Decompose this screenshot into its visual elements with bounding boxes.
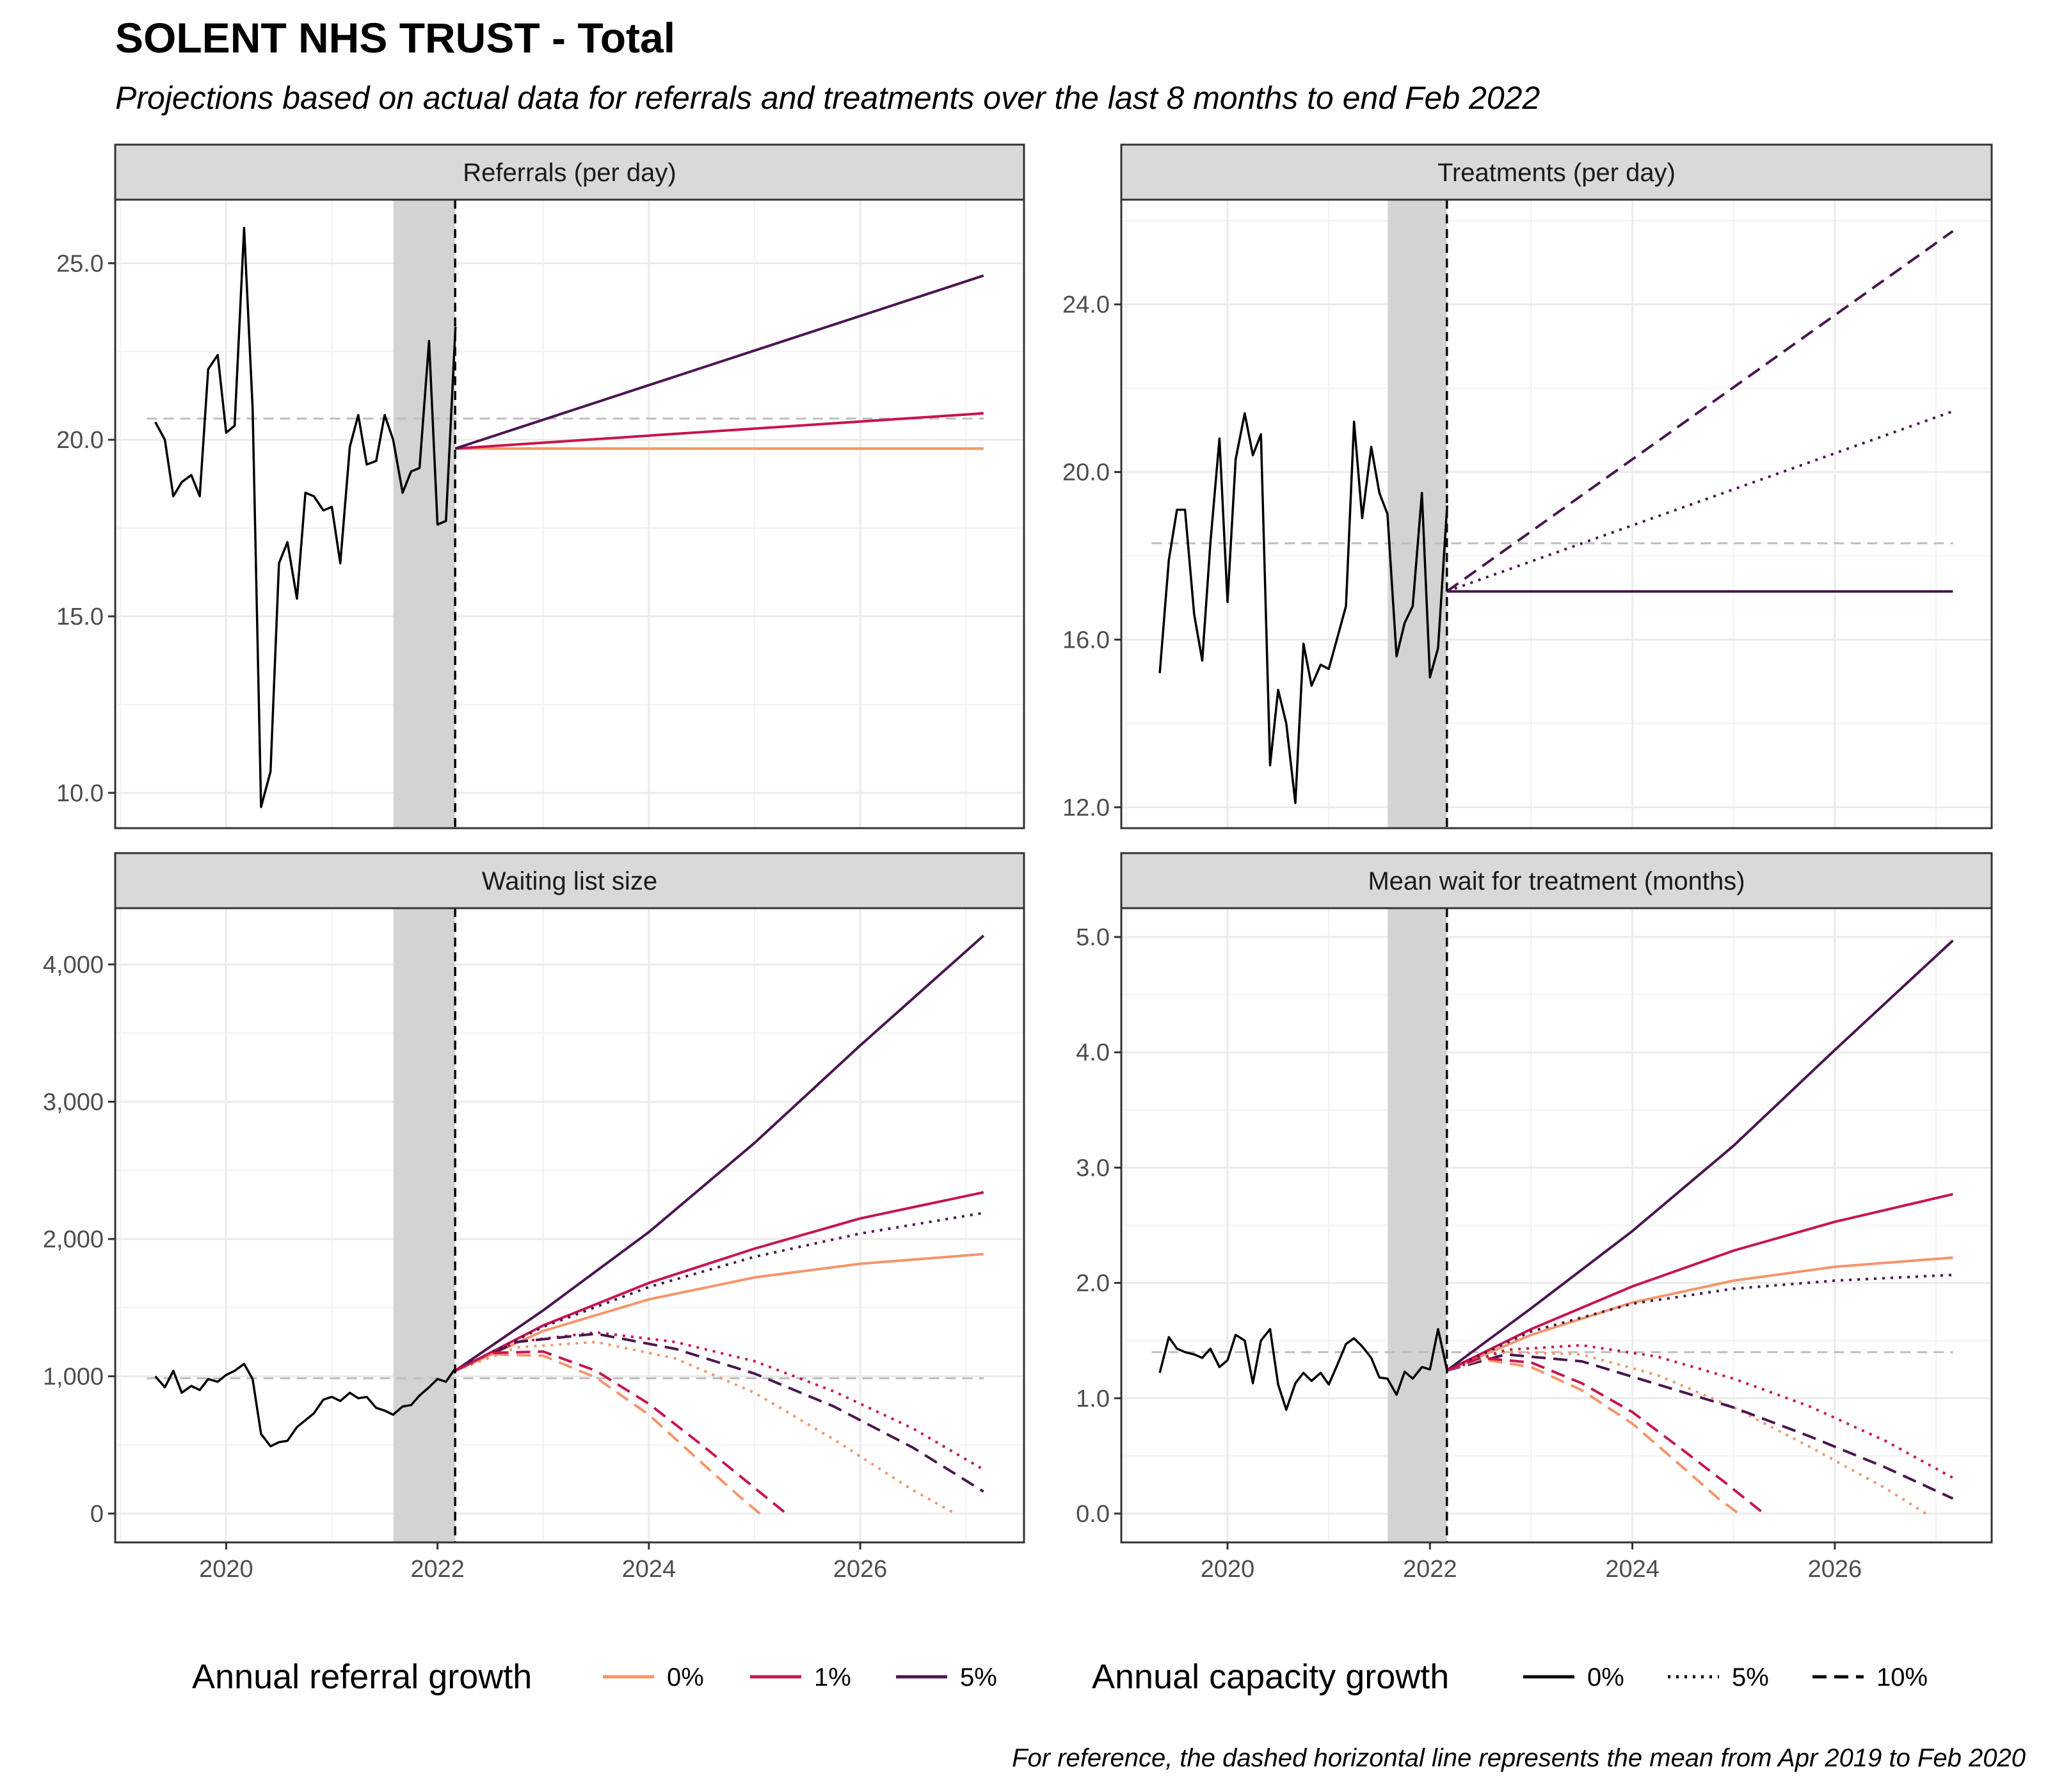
projection-series-line xyxy=(454,1191,984,1372)
legend: Annual referral growth 0% 1% 5% Annual capac… xyxy=(192,1658,1928,1696)
chart-caption: For reference, the dashed horizontal lin… xyxy=(1012,1744,2026,1772)
minor-grid xyxy=(1121,908,1992,1542)
plot-area xyxy=(115,908,1024,1542)
y-tick-label: 3,000 xyxy=(43,1089,104,1116)
facet-strip xyxy=(1120,143,1993,201)
legend-label-referral: 1% xyxy=(814,1663,851,1692)
minor-grid xyxy=(115,200,1024,828)
projection-series-line xyxy=(454,1212,984,1372)
legend-title-capacity: Annual capacity growth xyxy=(1092,1658,1449,1696)
projection-series-line xyxy=(454,1331,984,1471)
x-tick-label: 2026 xyxy=(1808,1556,1862,1583)
y-tick-label: 1,000 xyxy=(43,1363,104,1390)
projection-series-line xyxy=(1446,940,1954,1372)
y-tick-label: 24.0 xyxy=(1062,292,1110,319)
y-tick-label: 0.0 xyxy=(1076,1501,1110,1528)
projection-series-line xyxy=(454,1340,956,1515)
projection-series-line xyxy=(1446,1356,1765,1515)
panel-2: Treatments (per day) 12.0 16.0 20.0 24.0 xyxy=(1062,143,1993,829)
panel-4: Mean wait for treatment (months) 0.0 1.0 2.… xyxy=(1076,852,1993,1583)
actual-series-line xyxy=(1158,412,1448,804)
y-tick-label: 1.0 xyxy=(1076,1386,1110,1412)
x-tick-label: 2024 xyxy=(1605,1556,1660,1583)
y-tick-label: 4,000 xyxy=(43,952,104,979)
x-tick-label: 2024 xyxy=(622,1556,676,1583)
projection-series-line xyxy=(454,934,985,1372)
actual-series-line xyxy=(154,227,457,808)
x-tick-label: 2020 xyxy=(199,1556,253,1583)
x-tick-label: 2020 xyxy=(1201,1556,1255,1583)
plot-content xyxy=(1151,200,1954,828)
projection-series-line xyxy=(1446,1357,1740,1515)
x-tick-label: 2022 xyxy=(1403,1556,1457,1583)
legend-label-capacity: 5% xyxy=(1732,1663,1769,1692)
y-tick-label: 12.0 xyxy=(1062,794,1110,821)
plot-content xyxy=(147,200,984,828)
facet-title: Waiting list size xyxy=(482,867,657,895)
facet-title: Treatments (per day) xyxy=(1437,159,1676,187)
legend-label-referral: 0% xyxy=(667,1663,704,1692)
projection-series-line xyxy=(1446,230,1954,593)
plot-area xyxy=(115,200,1024,828)
projection-series-line xyxy=(454,1252,984,1372)
projection-series-line xyxy=(1446,410,1954,593)
panel-3: Waiting list size 0 1,000 2,000 3,000 4,000 20… xyxy=(43,852,1025,1583)
y-tick-label: 15.0 xyxy=(56,604,104,630)
legend-label-referral: 5% xyxy=(960,1663,997,1692)
shaded-period xyxy=(393,200,456,828)
legend-label-capacity: 10% xyxy=(1876,1663,1928,1692)
x-tick-label: 2026 xyxy=(833,1556,888,1583)
projection-series-line xyxy=(1446,1343,1954,1479)
y-tick-label: 2,000 xyxy=(43,1226,104,1253)
y-tick-label: 0 xyxy=(90,1501,104,1528)
legend-title-referral: Annual referral growth xyxy=(192,1658,532,1696)
facet-title: Referrals (per day) xyxy=(463,159,676,187)
panel-border xyxy=(114,907,1025,1544)
actual-series-line xyxy=(1158,1327,1448,1411)
facet-strip xyxy=(114,852,1025,909)
shaded-period xyxy=(1388,908,1447,1542)
panel-border xyxy=(1120,907,1993,1544)
facet-title: Mean wait for treatment (months) xyxy=(1368,867,1745,895)
projection-series-line xyxy=(1446,1256,1953,1372)
y-tick-label: 16.0 xyxy=(1062,627,1110,653)
actual-series-line xyxy=(154,1363,457,1448)
x-tick-label: 2022 xyxy=(410,1556,465,1583)
projection-series-line xyxy=(1446,1192,1953,1372)
minor-grid xyxy=(115,908,1024,1542)
y-tick-label: 25.0 xyxy=(56,250,104,277)
plot-content xyxy=(1151,908,1954,1542)
legend-label-capacity: 0% xyxy=(1587,1663,1624,1692)
projection-series-line xyxy=(454,1353,761,1515)
y-tick-label: 20.0 xyxy=(56,427,104,454)
plot-content xyxy=(147,908,985,1542)
facet-strip xyxy=(114,143,1025,201)
shaded-period xyxy=(393,908,456,1542)
projection-series-line xyxy=(454,274,984,450)
projection-series-line xyxy=(454,1332,984,1493)
facet-panels: Referrals (per day) 10.0 15.0 20.0 25.0 Treat… xyxy=(43,143,1993,1583)
panel-border xyxy=(1120,198,1993,829)
y-tick-label: 5.0 xyxy=(1076,924,1110,951)
projection-series-line xyxy=(455,412,984,450)
y-tick-label: 2.0 xyxy=(1076,1270,1110,1297)
chart-title: SOLENT NHS TRUST - Total xyxy=(115,14,675,61)
projection-series-line xyxy=(454,1350,787,1515)
y-tick-label: 4.0 xyxy=(1076,1039,1110,1066)
y-tick-label: 20.0 xyxy=(1062,460,1110,486)
shaded-period xyxy=(1388,200,1447,828)
chart-subtitle: Projections based on actual data for ref… xyxy=(115,80,1540,116)
y-tick-label: 3.0 xyxy=(1076,1155,1110,1181)
panel-1: Referrals (per day) 10.0 15.0 20.0 25.0 xyxy=(56,143,1025,829)
projection-series-line xyxy=(1446,1353,1954,1500)
panel-border xyxy=(114,198,1025,829)
y-tick-label: 10.0 xyxy=(56,780,104,807)
